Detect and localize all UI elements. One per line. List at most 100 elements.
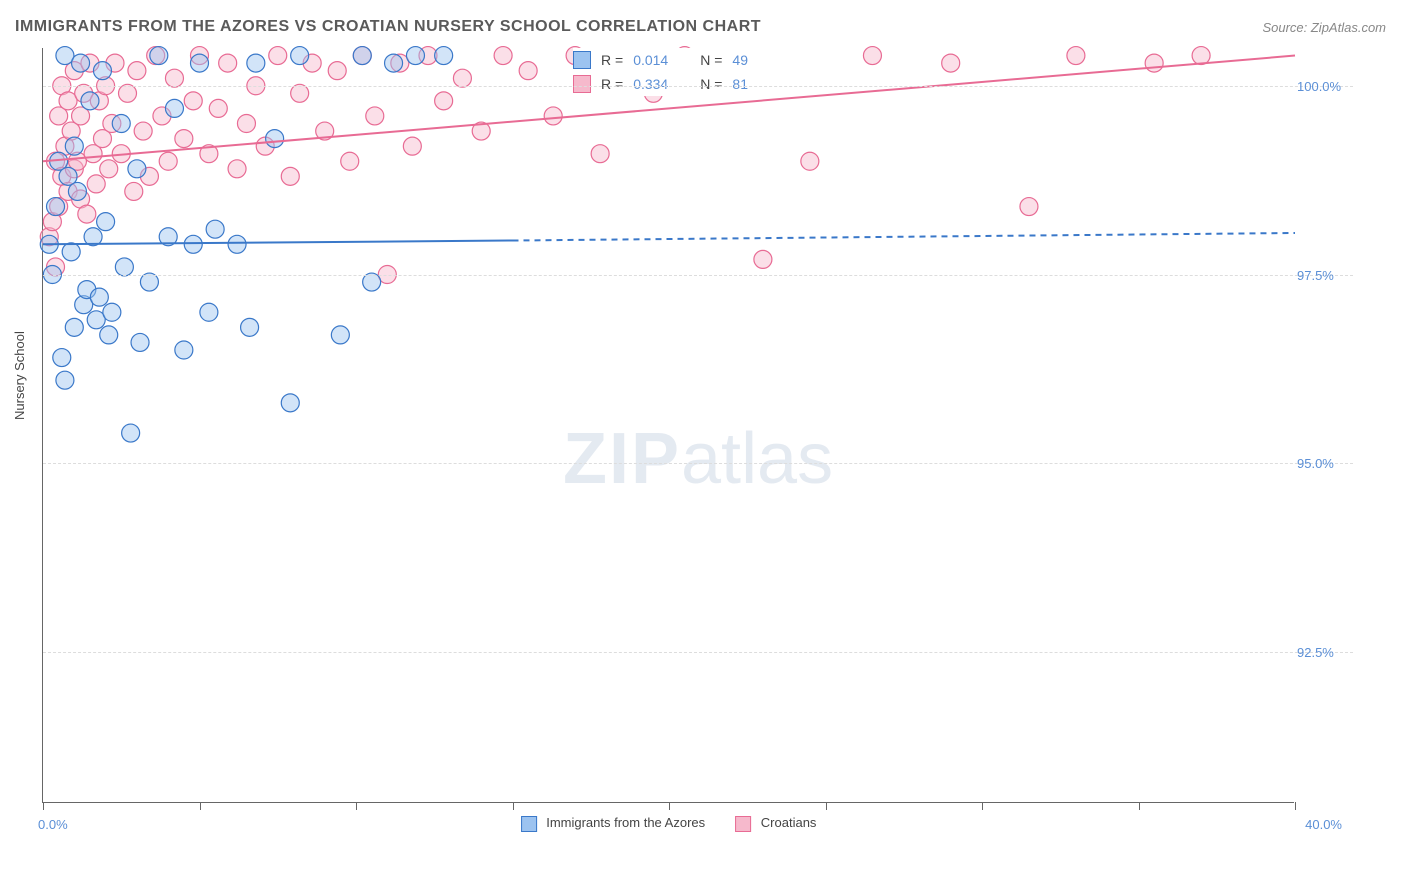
x-tick	[1295, 802, 1296, 810]
scatter-point	[103, 303, 121, 321]
legend-item-b: Croatians	[735, 815, 816, 832]
scatter-point	[72, 54, 90, 72]
scatter-point	[184, 92, 202, 110]
x-tick	[982, 802, 983, 810]
scatter-point	[435, 92, 453, 110]
scatter-point	[159, 152, 177, 170]
scatter-point	[494, 47, 512, 65]
gridline	[43, 652, 1353, 653]
scatter-point	[125, 182, 143, 200]
scatter-point	[191, 54, 209, 72]
gridline	[43, 275, 1353, 276]
stats-r-b: 0.334	[633, 76, 668, 92]
scatter-point	[1067, 47, 1085, 65]
scatter-point	[134, 122, 152, 140]
stats-n-label: N =	[700, 52, 722, 68]
scatter-point	[363, 273, 381, 291]
scatter-point	[150, 47, 168, 65]
stats-row-a: R = 0.014 N = 49	[573, 48, 748, 72]
stats-r-a: 0.014	[633, 52, 668, 68]
scatter-point	[65, 318, 83, 336]
scatter-point	[97, 213, 115, 231]
x-tick	[43, 802, 44, 810]
scatter-point	[591, 145, 609, 163]
legend-swatch-b	[735, 816, 751, 832]
scatter-point	[228, 160, 246, 178]
stats-swatch-a	[573, 51, 591, 69]
scatter-point	[544, 107, 562, 125]
scatter-point	[90, 288, 108, 306]
x-tick	[826, 802, 827, 810]
scatter-point	[942, 54, 960, 72]
scatter-point	[1020, 198, 1038, 216]
y-axis-title: Nursery School	[12, 331, 27, 420]
x-tick	[513, 802, 514, 810]
scatter-point	[519, 62, 537, 80]
stats-r-label: R =	[601, 76, 623, 92]
legend: Immigrants from the Azores Croatians	[521, 815, 817, 832]
scatter-point	[366, 107, 384, 125]
scatter-point	[100, 326, 118, 344]
scatter-point	[237, 115, 255, 133]
x-axis-min-label: 0.0%	[38, 817, 68, 832]
x-tick	[200, 802, 201, 810]
correlation-stats-box: R = 0.014 N = 49 R = 0.334 N = 81	[573, 48, 748, 96]
scatter-point	[62, 243, 80, 261]
stats-r-label: R =	[601, 52, 623, 68]
scatter-point	[200, 303, 218, 321]
scatter-point	[219, 54, 237, 72]
x-tick	[1139, 802, 1140, 810]
scatter-point	[453, 69, 471, 87]
gridline	[43, 463, 1353, 464]
scatter-point	[435, 47, 453, 65]
scatter-point	[56, 371, 74, 389]
stats-row-b: R = 0.334 N = 81	[573, 72, 748, 96]
scatter-point	[385, 54, 403, 72]
scatter-point	[801, 152, 819, 170]
scatter-point	[1192, 47, 1210, 65]
scatter-point	[119, 84, 137, 102]
scatter-point	[175, 130, 193, 148]
y-tick-label: 97.5%	[1297, 268, 1352, 283]
scatter-point	[406, 47, 424, 65]
scatter-point	[93, 62, 111, 80]
scatter-point	[165, 69, 183, 87]
scatter-point	[100, 160, 118, 178]
scatter-point	[128, 160, 146, 178]
scatter-point	[78, 205, 96, 223]
y-tick-label: 92.5%	[1297, 645, 1352, 660]
x-axis-max-label: 40.0%	[1305, 817, 1342, 832]
stats-n-b: 81	[732, 76, 748, 92]
scatter-point	[863, 47, 881, 65]
scatter-point	[209, 99, 227, 117]
scatter-point	[403, 137, 421, 155]
scatter-point	[754, 250, 772, 268]
y-tick-label: 100.0%	[1297, 79, 1352, 94]
scatter-point	[122, 424, 140, 442]
scatter-point	[112, 115, 130, 133]
scatter-point	[291, 47, 309, 65]
scatter-point	[140, 273, 158, 291]
scatter-point	[269, 47, 287, 65]
legend-swatch-a	[521, 816, 537, 832]
scatter-point	[228, 235, 246, 253]
chart-svg	[43, 48, 1294, 802]
scatter-point	[81, 92, 99, 110]
scatter-point	[341, 152, 359, 170]
scatter-point	[165, 99, 183, 117]
scatter-point	[281, 394, 299, 412]
legend-label-a: Immigrants from the Azores	[546, 815, 705, 830]
legend-item-a: Immigrants from the Azores	[521, 815, 706, 832]
stats-swatch-b	[573, 75, 591, 93]
scatter-point	[266, 130, 284, 148]
scatter-point	[68, 182, 86, 200]
x-tick	[669, 802, 670, 810]
scatter-point	[175, 341, 193, 359]
trend-line-a-solid	[43, 241, 513, 245]
x-tick	[356, 802, 357, 810]
plot-area: ZIPatlas R = 0.014 N = 49 R = 0.334 N = …	[42, 48, 1294, 803]
stats-n-label: N =	[700, 76, 722, 92]
scatter-point	[1145, 54, 1163, 72]
scatter-point	[353, 47, 371, 65]
y-tick-label: 95.0%	[1297, 456, 1352, 471]
